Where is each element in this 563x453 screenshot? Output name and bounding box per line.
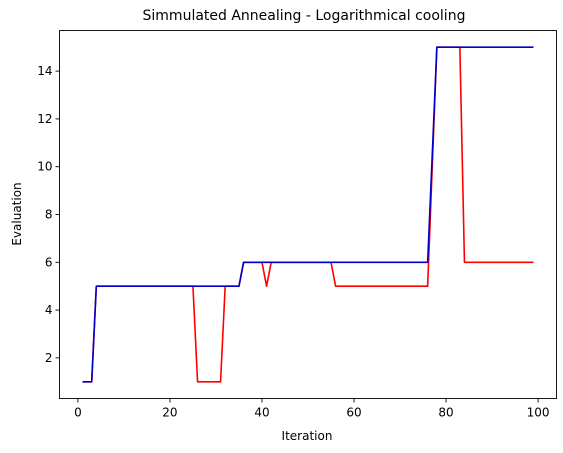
- x-tick-label: 80: [438, 406, 453, 420]
- y-tick-label: 6: [45, 255, 53, 269]
- x-tick-label: 0: [74, 406, 82, 420]
- y-tick-label: 8: [45, 208, 53, 222]
- series-line-1: [82, 46, 534, 383]
- y-axis-label: Evaluation: [10, 182, 24, 245]
- x-axis-label: Iteration: [282, 429, 333, 443]
- x-tick-label: 60: [346, 406, 361, 420]
- y-tick-label: 4: [45, 303, 53, 317]
- x-tick-label: 100: [527, 406, 550, 420]
- x-tick-label: 20: [162, 406, 177, 420]
- series-line-2: [82, 46, 534, 383]
- chart-title: Simmulated Annealing - Logarithmical coo…: [143, 8, 466, 24]
- y-axis-ticks: 2 4 6 8 10 12 14: [37, 64, 60, 365]
- plot-frame: [59, 30, 557, 399]
- x-axis-ticks: 0 20 40 60 80 100: [74, 398, 550, 420]
- y-tick-label: 12: [37, 112, 52, 126]
- series-layer: [82, 46, 534, 383]
- y-tick-label: 2: [45, 351, 53, 365]
- y-tick-label: 10: [37, 160, 52, 174]
- x-tick-label: 40: [254, 406, 269, 420]
- y-tick-label: 14: [37, 64, 52, 78]
